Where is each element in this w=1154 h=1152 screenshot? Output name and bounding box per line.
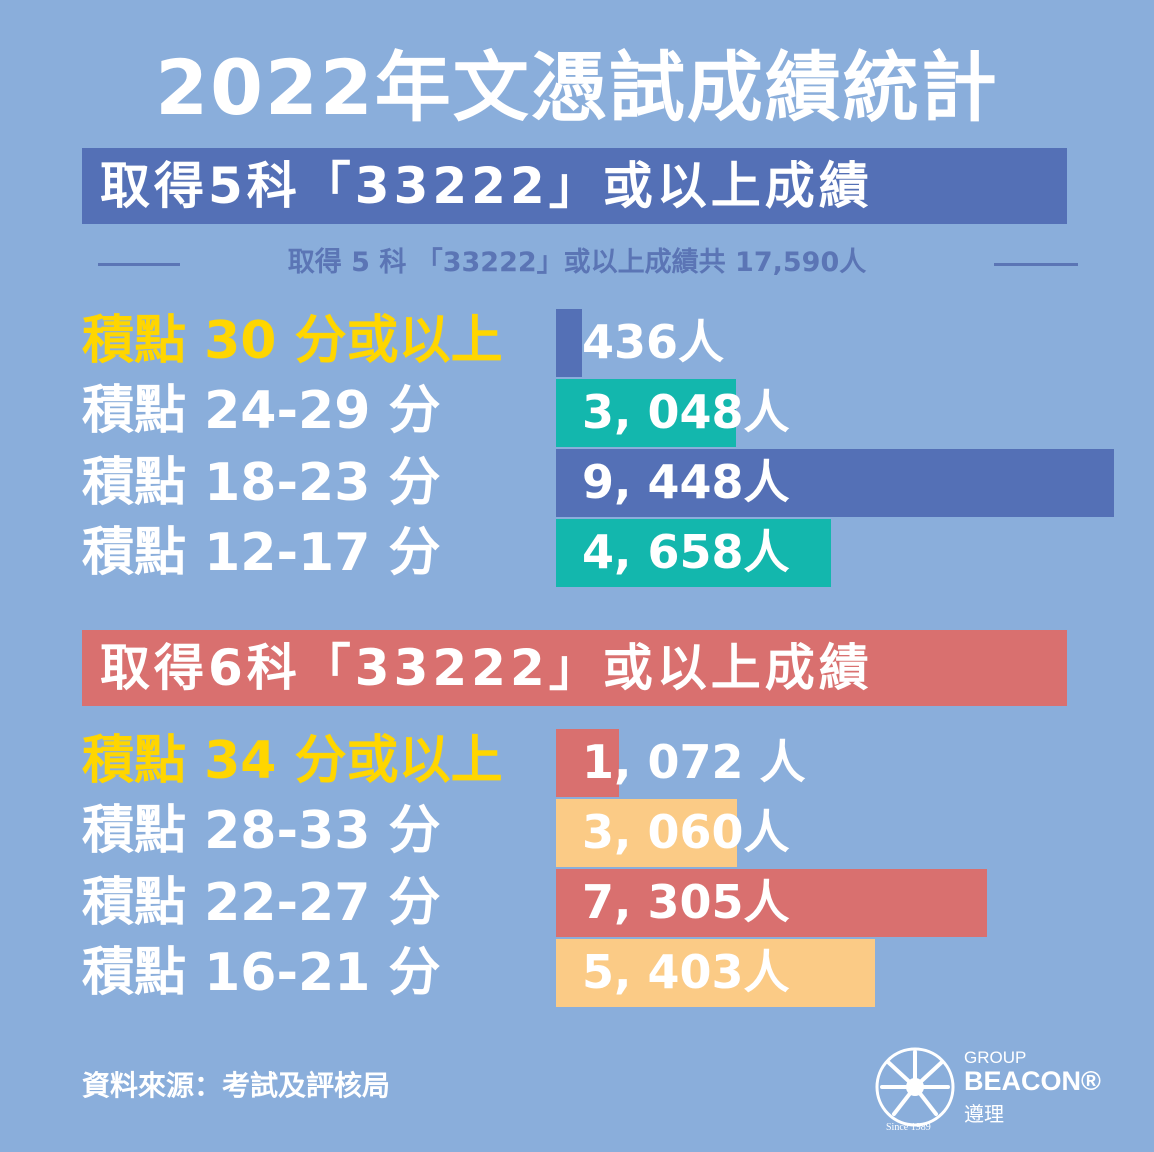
bar-value-label: 7, 305人 xyxy=(582,875,790,929)
bar-value-label: 9, 448人 xyxy=(582,455,790,509)
chart2-row-label: 積點 34 分或以上 xyxy=(82,731,503,791)
chart-bar xyxy=(556,939,875,1007)
chart1-row-label: 積點 18-23 分 xyxy=(82,453,441,513)
chart-bar xyxy=(556,729,619,797)
section1-banner: 取得5科「33222」或以上成績 xyxy=(82,148,1067,224)
chart2-row-label: 積點 22-27 分 xyxy=(82,873,441,933)
chart-bar xyxy=(556,449,1114,517)
logo-brand-text: BEACON® xyxy=(964,1066,1101,1096)
subtitle-left-dash xyxy=(98,263,180,266)
bar-value-label: 1, 072 人 xyxy=(582,735,806,789)
source-note: 資料來源：考試及評核局 xyxy=(82,1069,391,1102)
chart-bar xyxy=(556,379,736,447)
bar-value-label: 3, 048人 xyxy=(582,385,790,439)
logo-chinese-text: 遵理 xyxy=(964,1102,1004,1126)
bar-value-label: 436人 xyxy=(582,315,725,369)
chart1-row-label: 積點 12-17 分 xyxy=(82,523,441,583)
logo-since-text: Since 1989 xyxy=(886,1122,931,1133)
logo-group-text: GROUP xyxy=(964,1048,1027,1067)
section1-subtitle: 取得 5 科 「33222」或以上成績共 17,590人 xyxy=(287,247,867,278)
chart2-row-label: 積點 16-21 分 xyxy=(82,943,441,1003)
chart1-row-label: 積點 24-29 分 xyxy=(82,381,441,441)
section2-banner: 取得6科「33222」或以上成績 xyxy=(82,630,1067,706)
bar-value-label: 4, 658人 xyxy=(582,525,790,579)
section1-subtitle-wrap: 取得 5 科 「33222」或以上成績共 17,590人 xyxy=(0,240,1154,286)
bar-value-label: 3, 060人 xyxy=(582,805,790,859)
beacon-sun-icon xyxy=(875,1047,955,1127)
page-title: 2022年文憑試成績統計 xyxy=(155,43,999,132)
bar-value-label: 5, 403人 xyxy=(582,945,790,999)
chart-bar xyxy=(556,519,831,587)
chart1-row-label: 積點 30 分或以上 xyxy=(82,311,503,371)
chart-bar xyxy=(556,309,582,377)
chart-bar xyxy=(556,869,987,937)
beacon-logo: GROUP BEACON® 遵理 Since 1989 xyxy=(872,1040,1112,1140)
subtitle-right-dash xyxy=(994,263,1078,266)
chart-bar xyxy=(556,799,737,867)
chart2-row-label: 積點 28-33 分 xyxy=(82,801,441,861)
